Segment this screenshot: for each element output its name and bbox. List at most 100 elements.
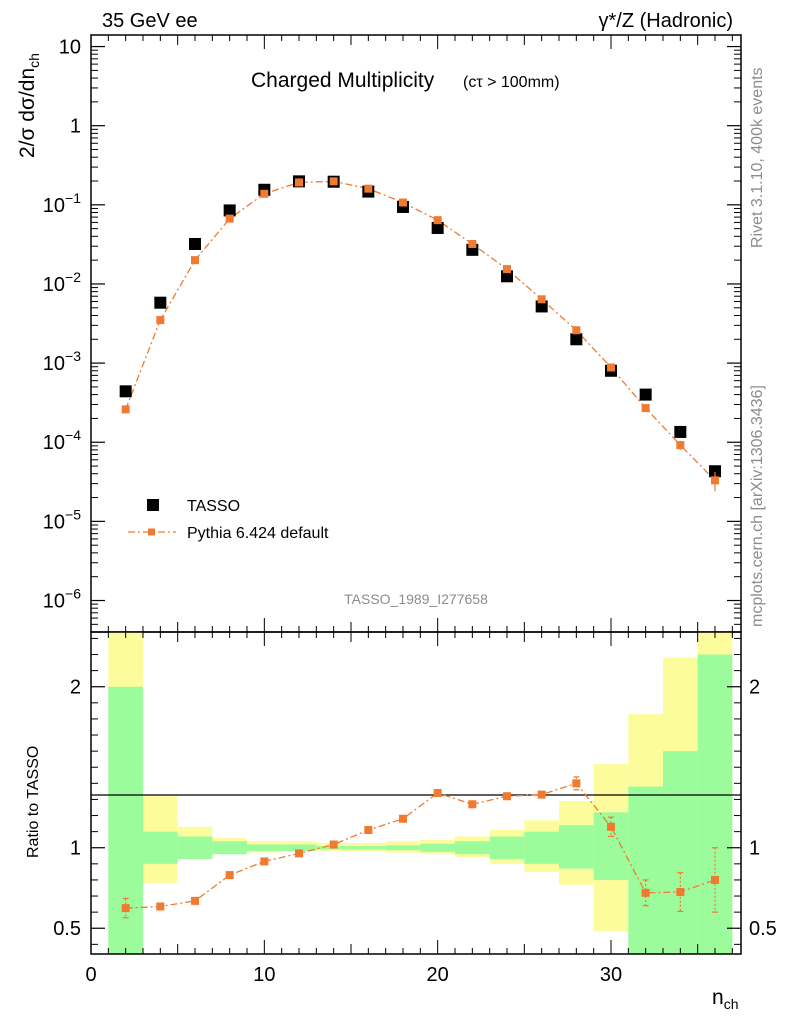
main-ytick-label: 10−1 xyxy=(43,190,81,217)
mc-point xyxy=(607,363,615,372)
mc-point xyxy=(191,256,199,265)
ratio-ytick-label: 1 xyxy=(70,838,81,860)
ratio-point xyxy=(468,800,477,809)
ratio-ytick-label-right: 1 xyxy=(749,838,760,860)
ratio-point xyxy=(329,840,338,849)
ratio-band-inner xyxy=(559,825,594,869)
ratio-ytick-label: 2 xyxy=(70,677,81,699)
ratio-ytick-label: 0.5 xyxy=(53,918,81,940)
mc-point xyxy=(225,214,234,223)
ratio-point xyxy=(364,826,373,835)
header-right: γ*/Z (Hadronic) xyxy=(599,10,733,32)
main-ylabel-text: 2/σ dσ/dn xyxy=(16,68,39,158)
legend: TASSO Pythia 6.424 default xyxy=(128,498,329,542)
data-point xyxy=(639,388,652,401)
ratio-band-inner xyxy=(247,844,282,851)
ratio-band-inner xyxy=(524,831,559,864)
data-point xyxy=(535,300,548,313)
legend-data-marker xyxy=(147,499,159,511)
mc-point xyxy=(468,239,477,248)
ratio-band-inner xyxy=(420,843,455,852)
data-point xyxy=(570,333,583,346)
ratio-point xyxy=(676,888,685,897)
x-axis-label-sub: ch xyxy=(724,996,739,1012)
data-point xyxy=(154,296,167,309)
ratio-point xyxy=(711,875,719,884)
ratio-point xyxy=(572,779,581,788)
ratio-ytick-label-right: 0.5 xyxy=(749,918,777,940)
ratio-band-inner xyxy=(212,841,247,855)
mc-point xyxy=(433,216,442,225)
main-ytick-label: 10−6 xyxy=(43,586,81,613)
ratio-panel: 0.5 0.5 1 1 2 2 0 10 20 30 Ratio to TASSO nch xyxy=(25,631,777,1012)
main-title-suffix: (cτ > 100mm) xyxy=(463,74,560,91)
ratio-point xyxy=(503,792,511,801)
data-point xyxy=(431,221,444,234)
ratio-band-inner xyxy=(351,846,386,850)
main-ylabel: 2/σ dσ/dnch xyxy=(16,53,42,158)
ratio-band-inner xyxy=(489,836,525,860)
ratio-point xyxy=(260,857,269,866)
data-point xyxy=(223,204,236,217)
mc-point xyxy=(121,405,130,414)
ratio-frame xyxy=(90,631,742,955)
legend-mc-label: Pythia 6.424 default xyxy=(187,525,329,542)
data-point xyxy=(119,385,132,398)
ratio-point xyxy=(191,896,199,905)
ratio-mc-line xyxy=(125,782,716,909)
mc-point xyxy=(260,189,269,198)
mc-point xyxy=(156,316,165,325)
data-point xyxy=(189,237,201,250)
data-point xyxy=(501,270,513,283)
ratio-point xyxy=(399,814,407,823)
x-axis-label: nch xyxy=(712,986,738,1012)
header-left: 35 GeV ee xyxy=(102,10,198,32)
ratio-point xyxy=(607,822,615,831)
mc-point xyxy=(503,265,511,274)
x-tick-label: 20 xyxy=(427,964,449,986)
ratio-point xyxy=(295,849,303,858)
main-ytick-label: 10−2 xyxy=(43,269,81,296)
data-point xyxy=(674,425,687,438)
ratio-band-inner xyxy=(663,751,698,954)
ratio-band-inner xyxy=(143,831,178,864)
analysis-id: TASSO_1989_I277658 xyxy=(344,591,488,607)
main-ytick-label: 10−4 xyxy=(43,427,81,454)
x-tick-label: 10 xyxy=(253,964,275,986)
legend-mc-marker xyxy=(148,528,155,536)
main-ytick-label: 1 xyxy=(70,116,81,138)
ratio-band-inner xyxy=(385,845,421,851)
main-ytick-label: 10 xyxy=(59,37,81,59)
mc-point xyxy=(572,326,581,335)
ratio-ytick-label-right: 2 xyxy=(749,677,760,699)
mc-point xyxy=(329,177,338,186)
mc-point xyxy=(295,178,303,187)
main-mc-line xyxy=(125,180,716,481)
ratio-band-inner xyxy=(108,686,143,954)
main-frame xyxy=(90,34,742,633)
data-point xyxy=(709,465,721,478)
ratio-ylabel: Ratio to TASSO xyxy=(25,746,42,858)
x-axis-label-text: n xyxy=(712,986,724,1009)
main-ylabel-sub: ch xyxy=(26,53,42,68)
mc-point xyxy=(537,295,546,304)
ratio-point xyxy=(121,904,130,913)
x-tick-label: 0 xyxy=(85,964,96,986)
main-panel: 10 1 10−1 10−2 10−3 10−4 10−5 10−6 Charged Mult… xyxy=(16,34,742,633)
ratio-band-inner xyxy=(281,844,317,851)
ratio-point xyxy=(225,871,234,880)
main-ytick-label: 10−3 xyxy=(43,348,81,375)
mcplots-label: mcplots.cern.ch [arXiv:1306.3436] xyxy=(749,385,766,627)
ratio-point xyxy=(641,888,650,897)
ratio-point xyxy=(433,789,442,797)
legend-data-label: TASSO xyxy=(187,498,240,515)
x-tick-label: 30 xyxy=(600,964,622,986)
mc-point xyxy=(711,476,719,485)
ratio-band-inner xyxy=(455,841,490,855)
ratio-band-inner xyxy=(177,836,213,860)
mc-point xyxy=(399,198,407,207)
ratio-point xyxy=(537,790,546,799)
mc-point xyxy=(676,441,685,450)
ratio-point xyxy=(156,902,165,911)
